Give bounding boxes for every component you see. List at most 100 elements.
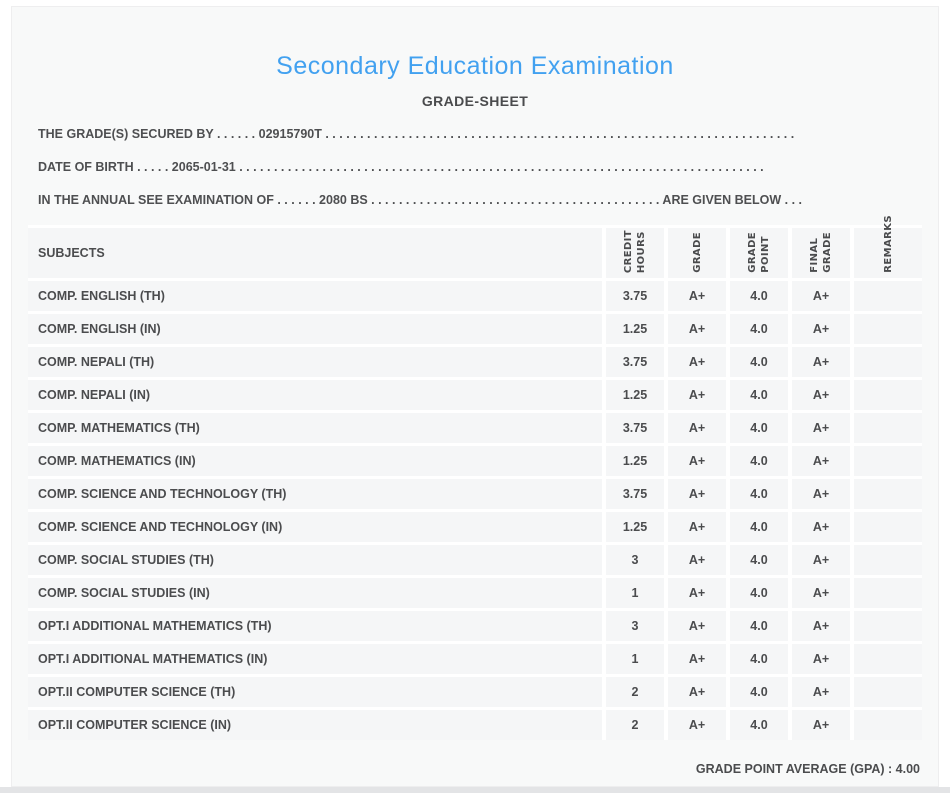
cell-final-grade: A+ — [792, 314, 850, 344]
cell-remarks — [854, 545, 922, 575]
cell-credit-hours: 3 — [606, 611, 664, 641]
cell-subject: COMP. SOCIAL STUDIES (IN) — [28, 578, 602, 608]
cell-remarks — [854, 281, 922, 311]
table-row: OPT.I ADDITIONAL MATHEMATICS (TH) 3 A+ 4.0 A… — [28, 611, 922, 641]
cell-final-grade: A+ — [792, 413, 850, 443]
cell-grade: A+ — [668, 611, 726, 641]
cell-final-grade: A+ — [792, 677, 850, 707]
cell-remarks — [854, 644, 922, 674]
cell-grade-point: 4.0 — [730, 710, 788, 740]
candidate-info: THE GRADE(S) SECURED BY . . . . . . 0291… — [28, 128, 922, 207]
cell-final-grade: A+ — [792, 446, 850, 476]
cell-grade-point: 4.0 — [730, 380, 788, 410]
cell-remarks — [854, 380, 922, 410]
cell-final-grade: A+ — [792, 479, 850, 509]
cell-grade-point: 4.0 — [730, 512, 788, 542]
table-body: COMP. ENGLISH (TH) 3.75 A+ 4.0 A+ COMP. ENGLI… — [28, 281, 922, 740]
column-header-grade: GRADE — [668, 228, 726, 278]
cell-credit-hours: 1.25 — [606, 380, 664, 410]
cell-remarks — [854, 677, 922, 707]
cell-credit-hours: 1 — [606, 644, 664, 674]
column-header-grade-point: GRADE POINT — [730, 228, 788, 278]
cell-remarks — [854, 413, 922, 443]
cell-subject: OPT.I ADDITIONAL MATHEMATICS (IN) — [28, 644, 602, 674]
cell-grade-point: 4.0 — [730, 413, 788, 443]
table-row: COMP. MATHEMATICS (IN) 1.25 A+ 4.0 A+ — [28, 446, 922, 476]
cell-grade: A+ — [668, 413, 726, 443]
cell-final-grade: A+ — [792, 545, 850, 575]
cell-remarks — [854, 347, 922, 377]
cell-grade-point: 4.0 — [730, 677, 788, 707]
cell-credit-hours: 1.25 — [606, 512, 664, 542]
cell-credit-hours: 2 — [606, 677, 664, 707]
gpa-summary: GRADE POINT AVERAGE (GPA) : 4.00 — [695, 762, 920, 776]
table-row: COMP. SCIENCE AND TECHNOLOGY (TH) 3.75 A+ 4… — [28, 479, 922, 509]
cell-grade-point: 4.0 — [730, 644, 788, 674]
info-line-date-of-birth: DATE OF BIRTH . . . . . 2065-01-31 . . .… — [38, 161, 764, 174]
column-header-credit-hours: CREDIT HOURS — [606, 228, 664, 278]
table-row: COMP. MATHEMATICS (TH) 3.75 A+ 4.0 A+ — [28, 413, 922, 443]
cell-final-grade: A+ — [792, 710, 850, 740]
table-row: COMP. NEPALI (IN) 1.25 A+ 4.0 A+ — [28, 380, 922, 410]
cell-final-grade: A+ — [792, 644, 850, 674]
cell-grade-point: 4.0 — [730, 446, 788, 476]
cell-subject: OPT.I ADDITIONAL MATHEMATICS (TH) — [28, 611, 602, 641]
cell-subject: COMP. SCIENCE AND TECHNOLOGY (IN) — [28, 512, 602, 542]
cell-credit-hours: 3.75 — [606, 347, 664, 377]
cell-subject: COMP. MATHEMATICS (TH) — [28, 413, 602, 443]
column-header-label: FINAL GRADE — [809, 232, 833, 273]
cell-subject: COMP. MATHEMATICS (IN) — [28, 446, 602, 476]
cell-grade: A+ — [668, 644, 726, 674]
cell-grade-point: 4.0 — [730, 281, 788, 311]
cell-final-grade: A+ — [792, 347, 850, 377]
cell-grade-point: 4.0 — [730, 314, 788, 344]
bottom-divider — [0, 787, 950, 793]
page-title: Secondary Education Examination — [276, 52, 674, 80]
table-row: OPT.II COMPUTER SCIENCE (TH) 2 A+ 4.0 A+ — [28, 677, 922, 707]
cell-subject: COMP. ENGLISH (TH) — [28, 281, 602, 311]
column-header-label: SUBJECTS — [38, 246, 105, 260]
column-header-label: GRADE — [691, 232, 703, 273]
cell-grade: A+ — [668, 380, 726, 410]
table-row: OPT.II COMPUTER SCIENCE (IN) 2 A+ 4.0 A+ — [28, 710, 922, 740]
cell-remarks — [854, 710, 922, 740]
cell-remarks — [854, 578, 922, 608]
cell-grade: A+ — [668, 281, 726, 311]
column-header-subjects: SUBJECTS — [28, 228, 602, 278]
column-header-remarks: REMARKS — [854, 215, 922, 278]
cell-remarks — [854, 512, 922, 542]
column-header-label: GRADE POINT — [747, 232, 771, 273]
grade-sheet-card: Secondary Education Examination GRADE-SH… — [11, 6, 939, 787]
cell-grade: A+ — [668, 314, 726, 344]
grades-table: SUBJECTS CREDIT HOURS GRADE GRADE POINT … — [28, 215, 922, 740]
column-header-final-grade: FINAL GRADE — [792, 228, 850, 278]
cell-credit-hours: 2 — [606, 710, 664, 740]
column-header-label: CREDIT HOURS — [623, 229, 647, 273]
table-row: COMP. SCIENCE AND TECHNOLOGY (IN) 1.25 A+ 4… — [28, 512, 922, 542]
cell-grade: A+ — [668, 710, 726, 740]
cell-grade-point: 4.0 — [730, 479, 788, 509]
grade-sheet-heading: GRADE-SHEET — [421, 93, 529, 109]
cell-subject: OPT.II COMPUTER SCIENCE (TH) — [28, 677, 602, 707]
cell-grade-point: 4.0 — [730, 347, 788, 377]
column-header-label: REMARKS — [882, 215, 894, 273]
table-row: COMP. ENGLISH (IN) 1.25 A+ 4.0 A+ — [28, 314, 922, 344]
cell-subject: COMP. NEPALI (TH) — [28, 347, 602, 377]
cell-grade: A+ — [668, 677, 726, 707]
cell-grade-point: 4.0 — [730, 578, 788, 608]
cell-grade: A+ — [668, 512, 726, 542]
cell-grade: A+ — [668, 347, 726, 377]
cell-remarks — [854, 314, 922, 344]
cell-grade: A+ — [668, 479, 726, 509]
info-line-grades-secured-by: THE GRADE(S) SECURED BY . . . . . . 0291… — [38, 128, 795, 141]
cell-remarks — [854, 611, 922, 641]
cell-subject: COMP. NEPALI (IN) — [28, 380, 602, 410]
cell-final-grade: A+ — [792, 611, 850, 641]
table-row: OPT.I ADDITIONAL MATHEMATICS (IN) 1 A+ 4.0 A… — [28, 644, 922, 674]
cell-final-grade: A+ — [792, 281, 850, 311]
cell-credit-hours: 3 — [606, 545, 664, 575]
cell-final-grade: A+ — [792, 578, 850, 608]
cell-credit-hours: 3.75 — [606, 479, 664, 509]
table-row: COMP. SOCIAL STUDIES (TH) 3 A+ 4.0 A+ — [28, 545, 922, 575]
cell-final-grade: A+ — [792, 512, 850, 542]
